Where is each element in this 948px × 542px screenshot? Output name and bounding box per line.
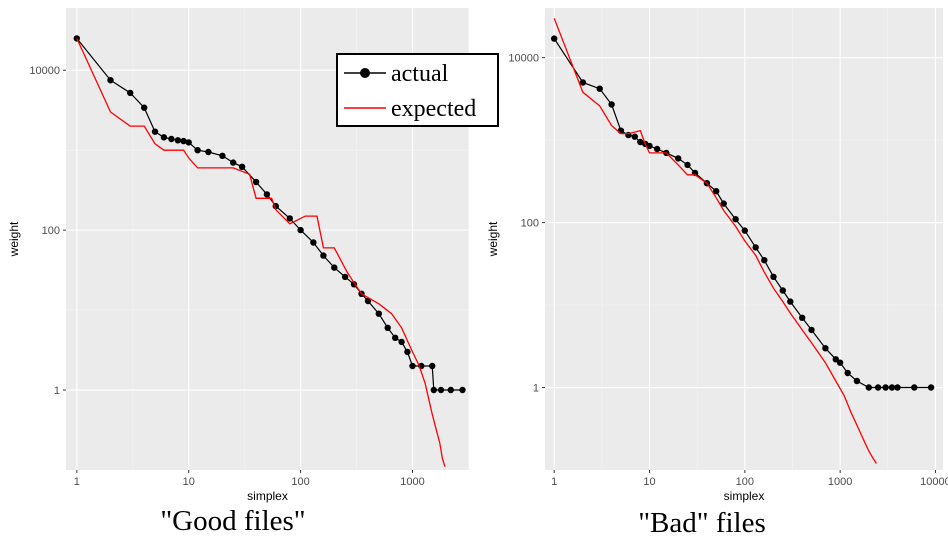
series-actual-point [551, 35, 558, 42]
series-actual-point [429, 362, 436, 370]
series-actual-point [447, 386, 454, 394]
caption-good-files: "Good files" [160, 505, 305, 537]
y-tick-label: 10000 [29, 65, 60, 77]
y-tick-label: 100 [521, 218, 539, 230]
series-actual-point [392, 334, 399, 341]
series-actual-point [168, 135, 175, 143]
series-actual-point [398, 338, 405, 346]
series-actual-point [822, 345, 829, 352]
series-actual-point [927, 384, 935, 391]
legend-expected-label: expected [391, 96, 476, 122]
series-actual-point [684, 161, 691, 169]
series-actual-point [263, 191, 271, 198]
y-axis-title: weight [486, 221, 500, 257]
series-actual-point [320, 252, 327, 259]
x-tick-label: 1 [551, 476, 557, 488]
series-actual-point [437, 386, 445, 394]
series-actual-point [720, 200, 727, 207]
series-actual-point [331, 264, 338, 271]
series-actual-point [160, 134, 168, 141]
series-actual-point [675, 155, 682, 162]
series-actual-point [779, 287, 786, 294]
panel-bad-files: 1 10 100 1000 10000 1 100 10000 simplex weight [486, 8, 948, 503]
series-actual-point [174, 137, 182, 144]
series-actual-point [832, 356, 839, 363]
series-actual-point [409, 362, 416, 370]
series-actual-point [894, 384, 901, 391]
series-actual-point [596, 85, 603, 92]
series-actual-point [732, 216, 739, 223]
x-tick-label: 10 [643, 476, 655, 488]
series-actual-point [141, 104, 148, 111]
x-tick-label: 10 [183, 476, 195, 488]
series-actual-point [252, 178, 260, 186]
y-tick-label: 1 [54, 385, 60, 397]
series-actual-point [631, 133, 638, 140]
series-actual-point [770, 273, 777, 280]
series-actual-point [194, 147, 201, 154]
series-actual-point [310, 239, 317, 246]
x-tick-label: 10000 [920, 476, 948, 488]
x-tick-label: 100 [736, 476, 754, 488]
series-actual-point [205, 148, 212, 156]
series-actual-point [286, 215, 293, 222]
series-actual-point [836, 359, 844, 366]
series-actual-point [844, 369, 851, 377]
series-actual-point [404, 348, 411, 356]
series-actual-point [341, 273, 349, 281]
series-actual-point [888, 384, 896, 391]
series-actual-point [608, 101, 615, 108]
series-actual-point [799, 314, 806, 321]
series-actual-point [579, 79, 587, 86]
series-actual-point [741, 227, 748, 234]
y-axis-title: weight [7, 221, 21, 257]
legend-box [336, 53, 499, 127]
series-expected-line [553, 18, 877, 464]
series-actual-point [459, 386, 466, 394]
series-actual-point [297, 226, 304, 234]
series-expected-line [76, 38, 446, 467]
series-actual-point [808, 326, 815, 334]
series-actual-point [384, 324, 391, 331]
series-actual-point [787, 298, 794, 305]
series-actual-point [865, 384, 872, 391]
x-tick-label: 1000 [400, 476, 424, 488]
series-actual-point [874, 384, 882, 391]
series-actual-point [364, 297, 372, 305]
caption-bad-files: "Bad" files [638, 507, 766, 539]
series-actual-point [911, 384, 918, 391]
series-actual-point [127, 89, 134, 97]
series-actual-point [713, 188, 720, 195]
series-actual-point [185, 139, 192, 146]
series-actual-point [180, 137, 187, 145]
legend-actual-marker [360, 68, 370, 78]
y-tick-label: 1 [533, 383, 539, 395]
series-actual-point [430, 386, 437, 394]
series-actual-point [882, 384, 889, 391]
x-axis-title: simplex [724, 489, 765, 503]
legend: actual expected [336, 53, 499, 127]
x-tick-label: 100 [291, 476, 309, 488]
series-actual-point [637, 138, 644, 146]
x-axis-title: simplex [247, 489, 288, 503]
series-actual-point [107, 77, 114, 84]
series-actual-point [219, 152, 226, 159]
y-tick-label: 10000 [508, 53, 539, 65]
series-actual-point [375, 310, 382, 317]
series-actual-point [230, 159, 237, 166]
series-actual-point [653, 145, 661, 153]
series-actual-point [151, 128, 159, 135]
series-actual-point [646, 142, 653, 150]
series-actual-point [853, 377, 861, 385]
series-actual-point [238, 163, 246, 170]
x-tick-label: 1 [74, 476, 80, 488]
y-tick-label: 100 [42, 225, 60, 237]
series-actual-point [761, 257, 768, 264]
x-tick-label: 1000 [828, 476, 852, 488]
series-actual-point [752, 244, 759, 251]
legend-actual-label: actual [391, 61, 449, 87]
